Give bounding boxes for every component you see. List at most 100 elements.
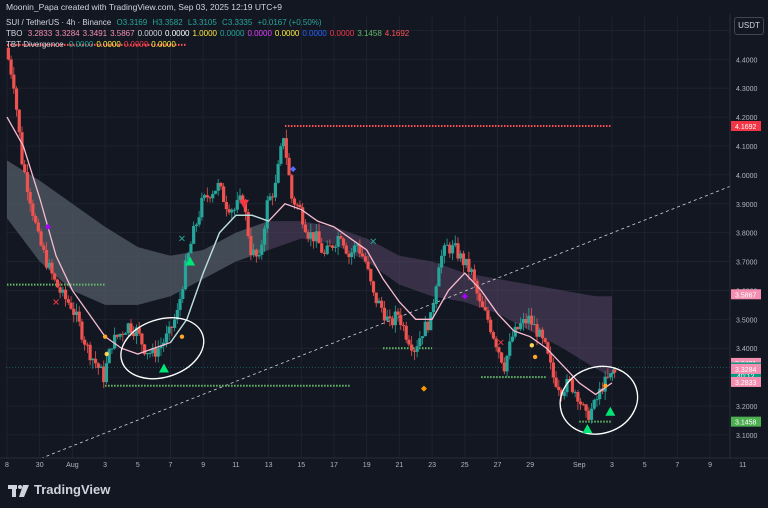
candle-body — [28, 191, 32, 204]
candle-body — [361, 253, 365, 257]
candle-body — [183, 260, 188, 290]
candle-body — [510, 336, 515, 342]
tbo-legend-row[interactable]: TBO 3.2833 3.3284 3.3491 3.5867 0.0000 0.0000… — [6, 28, 412, 39]
candle-body — [208, 197, 212, 199]
time-tick-label: 11 — [232, 462, 239, 469]
candle-body — [53, 273, 57, 280]
tradingview-logo[interactable]: TradingView — [8, 482, 110, 497]
candle-body — [252, 249, 256, 255]
candle-body — [610, 372, 615, 374]
tbo-fast-line — [6, 116, 613, 396]
tbt-legend-row[interactable]: TBT Divergence 0.0000 0.0000 0.0000 0.0000 — [6, 39, 412, 50]
tbo-value: 3.2833 — [27, 29, 53, 38]
candle-body — [134, 327, 139, 337]
candle-body — [74, 311, 79, 315]
candle-body — [309, 232, 313, 239]
candle-body — [489, 319, 493, 333]
candle-body — [107, 349, 111, 364]
candle-body — [325, 245, 329, 254]
candle-body — [412, 350, 416, 352]
currency-button[interactable]: USDT — [734, 17, 764, 35]
candle-body — [213, 190, 218, 194]
time-tick-label: 23 — [428, 462, 436, 469]
candle-body — [423, 321, 427, 337]
tbo-fast-line-bull — [169, 214, 269, 343]
candle-body — [132, 332, 136, 337]
candle-body — [61, 289, 65, 293]
candle-body — [249, 235, 253, 255]
candle-body — [333, 246, 337, 248]
symbol-name: SUI / TetherUS · 4h · Binance — [6, 18, 112, 27]
candle-body — [584, 404, 588, 411]
price-tick-label: 3.2000 — [736, 404, 758, 411]
candle-body — [543, 338, 547, 343]
candle-body — [347, 253, 351, 258]
candle-body — [540, 329, 545, 339]
candle-body — [407, 339, 411, 345]
candle-body — [437, 267, 441, 287]
candle-body — [467, 258, 471, 272]
candle-body — [25, 172, 30, 192]
candle-body — [44, 249, 49, 268]
tbo-value: 0.0000 — [219, 29, 245, 38]
candle-body — [257, 254, 261, 257]
candle-body — [151, 348, 155, 353]
time-tick-label: Aug — [66, 462, 79, 469]
time-axis: 830Aug357911131517192123252729Sep3579111 — [0, 457, 768, 508]
candle-body — [445, 244, 449, 246]
time-tick-label: 13 — [265, 462, 273, 469]
candle-body — [519, 323, 523, 330]
candle-body — [211, 193, 215, 199]
candle-body — [227, 209, 231, 213]
candle-body — [380, 300, 384, 308]
candle-body — [459, 253, 463, 259]
candle-body — [472, 269, 476, 281]
candle-body — [284, 138, 288, 158]
candle-body — [429, 312, 433, 331]
candle-body — [587, 410, 591, 420]
time-tick-label: 3 — [103, 462, 107, 469]
candle-body — [205, 195, 209, 198]
candle-body — [143, 344, 147, 355]
tbo-cloud-bull — [7, 160, 269, 305]
price-label: 3.5867 — [735, 292, 757, 299]
symbol-legend-row[interactable]: SUI / TetherUS · 4h · Binance O3.3169 H3… — [6, 17, 412, 28]
candle-body — [608, 373, 613, 378]
candle-body — [366, 261, 370, 270]
candle-body — [598, 388, 602, 400]
candle-body — [246, 212, 250, 236]
candle-body — [55, 279, 60, 288]
candle-body — [505, 355, 509, 372]
candle-body — [606, 376, 610, 378]
candle-body — [341, 238, 346, 246]
buy-signal-marker — [605, 406, 616, 416]
candle-body — [36, 222, 40, 232]
candle-body — [23, 164, 27, 173]
candle-body — [524, 319, 528, 324]
candle-body — [565, 379, 569, 393]
candle-body — [167, 326, 171, 334]
tbo-cloud — [7, 160, 612, 378]
price-label-bg — [731, 416, 761, 427]
price-tick-label: 4.0000 — [736, 173, 758, 180]
candle-body — [538, 329, 542, 337]
candle-body — [77, 311, 81, 322]
top-bar: Moonin_Papa created with TradingView.com… — [0, 0, 768, 14]
price-label-bg — [731, 376, 761, 387]
price-tick-label: 3.1000 — [736, 433, 758, 440]
price-tick-label: 3.8000 — [736, 231, 758, 238]
candle-body — [363, 256, 367, 262]
candle-body — [336, 236, 340, 247]
buy-signal-marker — [185, 256, 196, 266]
candle-body — [434, 286, 438, 305]
candle-body — [268, 196, 272, 201]
tbo-value: 0.0000 — [165, 29, 190, 38]
candle-body — [483, 307, 487, 311]
candle-body — [265, 200, 269, 229]
candle-body — [557, 386, 561, 391]
candle-body — [442, 245, 446, 256]
candle-body — [17, 109, 21, 133]
candle-body — [497, 347, 501, 353]
price-label-bg — [731, 121, 761, 132]
